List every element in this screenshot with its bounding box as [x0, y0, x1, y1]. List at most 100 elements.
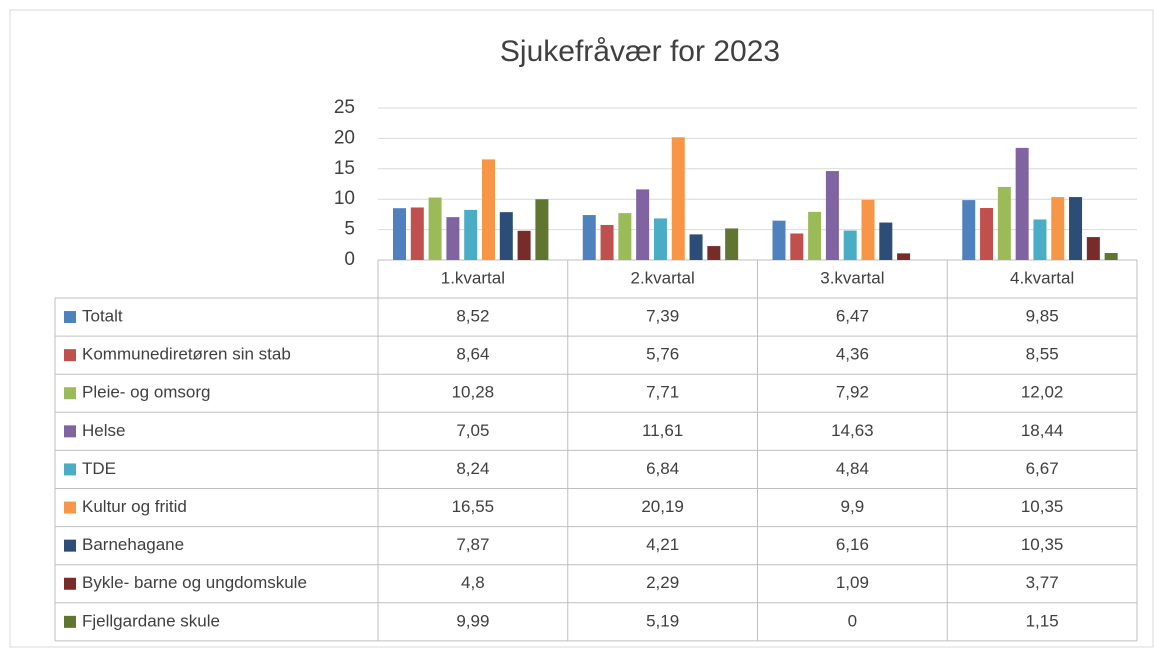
chart-title: Sjukefråvær for 2023: [500, 35, 780, 68]
data-label: 5,19: [646, 611, 679, 630]
data-label: 9,99: [456, 611, 489, 630]
y-tick-label: 5: [344, 219, 355, 240]
data-label: 4,8: [461, 573, 485, 592]
legend-label: Kommunediretøren sin stab: [82, 345, 291, 364]
legend-swatch: [64, 615, 76, 628]
y-tick-label: 10: [334, 188, 355, 209]
bar: [1033, 219, 1047, 260]
data-label: 18,44: [1021, 421, 1064, 440]
chart-area: [9, 9, 1154, 648]
legend-label: Helse: [82, 421, 125, 440]
legend-swatch: [64, 501, 76, 514]
bar: [1015, 147, 1029, 260]
legend-label: Totalt: [82, 307, 123, 326]
data-label: 0: [848, 611, 857, 630]
bar: [517, 230, 531, 260]
data-label: 7,39: [646, 307, 679, 326]
data-label: 7,71: [646, 383, 679, 402]
data-label: 9,9: [841, 497, 865, 516]
bar: [725, 228, 739, 260]
data-label: 6,16: [836, 535, 869, 554]
data-label: 5,76: [646, 345, 679, 364]
bar: [653, 218, 667, 260]
data-label: 8,52: [456, 307, 489, 326]
bar: [393, 208, 406, 260]
data-label: 4,36: [836, 345, 869, 364]
y-tick-label: 25: [334, 97, 355, 118]
x-tick-label: 3.kvartal: [820, 268, 884, 287]
bar: [790, 233, 804, 260]
bar: [446, 217, 460, 260]
bar: [600, 224, 614, 260]
data-label: 12,02: [1021, 383, 1064, 402]
data-label: 9,85: [1026, 307, 1059, 326]
bar: [1086, 237, 1100, 260]
legend-swatch: [64, 349, 76, 362]
bar: [482, 159, 495, 260]
bar: [618, 213, 632, 260]
data-label: 6,84: [646, 459, 679, 478]
data-label: 20,19: [641, 497, 684, 516]
data-label: 3,77: [1026, 573, 1059, 592]
bar: [1104, 253, 1118, 260]
bar: [825, 171, 839, 260]
data-label: 8,64: [456, 345, 489, 364]
legend-label: Pleie- og omsorg: [82, 383, 211, 402]
y-tick-label: 15: [334, 158, 355, 179]
legend-label: TDE: [82, 459, 116, 478]
data-label: 7,92: [836, 383, 869, 402]
x-tick-label: 2.kvartal: [631, 268, 695, 287]
legend-swatch: [64, 463, 76, 476]
bar: [689, 234, 703, 260]
data-label: 1,09: [836, 573, 869, 592]
data-label: 6,67: [1026, 459, 1059, 478]
bar: [980, 208, 994, 260]
data-label: 6,47: [836, 307, 869, 326]
data-label: 10,35: [1021, 497, 1064, 516]
data-label: 7,87: [456, 535, 489, 554]
bar: [410, 207, 424, 260]
bar: [962, 200, 976, 260]
x-tick-label: 4.kvartal: [1010, 268, 1074, 287]
bar: [428, 197, 442, 260]
bar: [1069, 197, 1083, 260]
bar: [636, 189, 650, 260]
legend-label: Bykle- barne og ungdomskule: [82, 573, 307, 592]
bar: [671, 137, 685, 260]
bar: [707, 246, 721, 260]
data-label: 8,24: [456, 459, 489, 478]
bar: [464, 209, 478, 260]
bar: [499, 212, 513, 260]
data-label: 4,21: [646, 535, 679, 554]
bar: [772, 220, 786, 260]
bar: [582, 215, 596, 260]
legend-swatch: [64, 539, 76, 552]
legend-swatch: [64, 311, 76, 324]
y-tick-label: 0: [344, 249, 355, 270]
bar: [1051, 197, 1065, 260]
data-label: 10,28: [452, 383, 495, 402]
data-label: 14,63: [831, 421, 874, 440]
bar: [808, 211, 822, 260]
legend-swatch: [64, 425, 76, 438]
data-label: 2,29: [646, 573, 679, 592]
bar: [997, 186, 1011, 260]
bar: [879, 222, 893, 260]
bar: [861, 199, 875, 260]
bar: [535, 199, 549, 260]
y-tick-label: 20: [334, 127, 355, 148]
data-label: 1,15: [1026, 611, 1059, 630]
legend-swatch: [64, 577, 76, 590]
data-label: 16,55: [452, 497, 495, 516]
legend-swatch: [64, 387, 76, 400]
data-label: 8,55: [1026, 345, 1059, 364]
bar: [897, 253, 911, 260]
data-label: 4,84: [836, 459, 869, 478]
data-label: 11,61: [642, 421, 683, 440]
legend-label: Kultur og fritid: [82, 497, 187, 516]
data-label: 10,35: [1021, 535, 1064, 554]
data-label: 7,05: [456, 421, 489, 440]
legend-label: Barnehagane: [82, 535, 184, 554]
x-tick-label: 1.kvartal: [441, 268, 505, 287]
